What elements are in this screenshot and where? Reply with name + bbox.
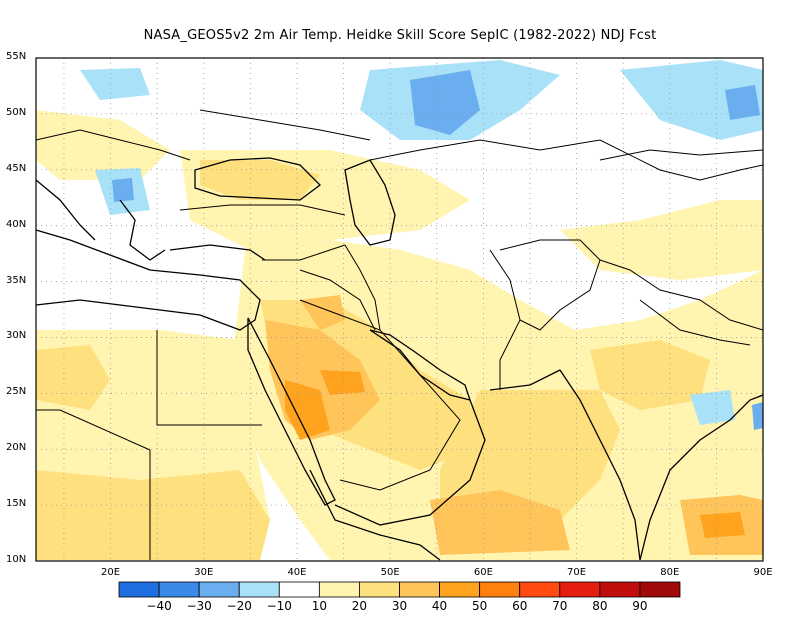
field-30-west-africa xyxy=(36,345,110,410)
colorbar-swatch xyxy=(118,581,160,598)
latitude-tick-label: 15N xyxy=(6,498,27,510)
field-30-sahel xyxy=(36,470,270,560)
colorbar xyxy=(118,581,681,598)
field-neg10-india xyxy=(690,390,735,425)
colorbar-tick-label: 30 xyxy=(391,599,408,613)
latitude-tick-label: 10N xyxy=(6,554,27,565)
field-neg10-russia xyxy=(620,60,763,140)
chart-title: NASA_GEOS5v2 2m Air Temp. Heidke Skill S… xyxy=(143,28,657,43)
colorbar-tick-label: 70 xyxy=(552,599,568,613)
coastline-pakistan xyxy=(489,369,561,391)
field-neg20-balkans xyxy=(112,178,134,202)
graticule xyxy=(36,58,763,561)
border-turkey xyxy=(179,204,346,216)
colorbar-tick-label: 80 xyxy=(592,599,608,613)
coastline-persian-gulf xyxy=(369,329,471,401)
colorbar-tick-label: −20 xyxy=(226,599,252,613)
colorbar-tick-label: −10 xyxy=(266,599,292,613)
latitude-tick-label: 40N xyxy=(6,218,27,230)
border-syria xyxy=(262,244,346,261)
longitude-tick-label: 90E xyxy=(753,567,773,578)
latitude-tick-label: 25N xyxy=(6,386,27,398)
colorbar-swatch xyxy=(639,581,681,598)
coastline-black-sea xyxy=(194,157,321,201)
border-afghanistan xyxy=(499,239,601,331)
latitude-tick-label: 50N xyxy=(6,106,27,118)
field-50-bay-bengal xyxy=(700,512,745,538)
coastline-greece xyxy=(119,199,166,261)
colorbar-tick-label: 90 xyxy=(632,599,648,613)
field-neg10-europe xyxy=(80,68,150,100)
border-iraq xyxy=(299,269,376,331)
colorbar-tick-label: 60 xyxy=(512,599,528,613)
field-50-arabia-south xyxy=(320,370,365,395)
latitude-tick-label: 30N xyxy=(6,330,27,342)
colorbar-tick-label: 50 xyxy=(472,599,488,613)
coastlines xyxy=(35,157,764,561)
coastline-red-sea xyxy=(247,317,336,506)
colorbar-tick-label: 10 xyxy=(311,599,327,613)
colorbar-swatch xyxy=(198,581,240,598)
colorbar-swatch xyxy=(278,581,320,598)
colorbar-swatch xyxy=(599,581,641,598)
field-neg20-russia xyxy=(725,85,760,120)
field-30-india xyxy=(590,340,710,410)
colorbar-swatch xyxy=(359,581,400,598)
border-india-nepal xyxy=(639,299,751,346)
coastline-turkey-south xyxy=(169,244,266,261)
latitude-tick-label: 20N xyxy=(6,442,27,454)
field-20-india-east xyxy=(560,200,763,280)
border-china xyxy=(599,259,764,331)
borders xyxy=(35,109,764,560)
colorbar-tick-label: 20 xyxy=(351,599,368,613)
coastline-india-east xyxy=(639,394,764,561)
longitude-tick-label: 70E xyxy=(567,567,587,578)
border-russia xyxy=(199,109,371,141)
colorbar-swatch xyxy=(318,581,360,598)
coastline-caspian xyxy=(344,159,396,246)
field-neg20-bay xyxy=(752,402,763,430)
coastline-arabia-south xyxy=(334,399,486,526)
colorbar-swatch xyxy=(559,581,601,598)
border-saudi xyxy=(299,299,461,491)
border-libya xyxy=(36,409,151,451)
coastline-africa-horn xyxy=(309,469,441,561)
latitude-tick-label: 45N xyxy=(6,162,27,174)
score-fields xyxy=(36,60,763,560)
border-mongolia xyxy=(599,149,764,161)
latitude-tick-label: 35N xyxy=(6,274,27,286)
field-50-hejaz xyxy=(285,380,330,440)
field-20-northwest xyxy=(36,110,170,180)
colorbar-swatch xyxy=(519,581,561,598)
colorbar-tick-label: −30 xyxy=(186,599,212,613)
colorbar-swatch xyxy=(158,581,200,598)
coastline-india xyxy=(559,369,641,561)
colorbar-swatch xyxy=(439,581,481,598)
latitude-tick-label: 55N xyxy=(6,51,27,62)
colorbar-tick-label: −40 xyxy=(146,599,172,613)
border-iran xyxy=(344,244,381,331)
longitude-tick-label: 20E xyxy=(101,567,121,578)
field-40-somalia xyxy=(430,490,570,555)
border-egypt xyxy=(156,330,262,426)
colorbar-swatch xyxy=(479,581,521,598)
border-europe xyxy=(35,129,191,161)
field-neg20-kazakhstan xyxy=(410,70,480,135)
colorbar-tick-label: 40 xyxy=(431,599,448,613)
longitude-tick-label: 40E xyxy=(287,567,307,578)
longitude-tick-label: 60E xyxy=(473,567,493,578)
colorbar-swatch xyxy=(399,581,440,598)
longitude-tick-label: 30E xyxy=(194,567,214,578)
longitude-tick-label: 50E xyxy=(380,567,400,578)
longitude-tick-label: 80E xyxy=(660,567,680,578)
map-frame xyxy=(35,57,764,562)
field-30-turkey xyxy=(200,160,320,200)
colorbar-swatch xyxy=(238,581,280,598)
coastline-mediterranean xyxy=(35,229,261,331)
border-kazakhstan xyxy=(369,139,764,181)
coastline-italy xyxy=(35,179,96,241)
